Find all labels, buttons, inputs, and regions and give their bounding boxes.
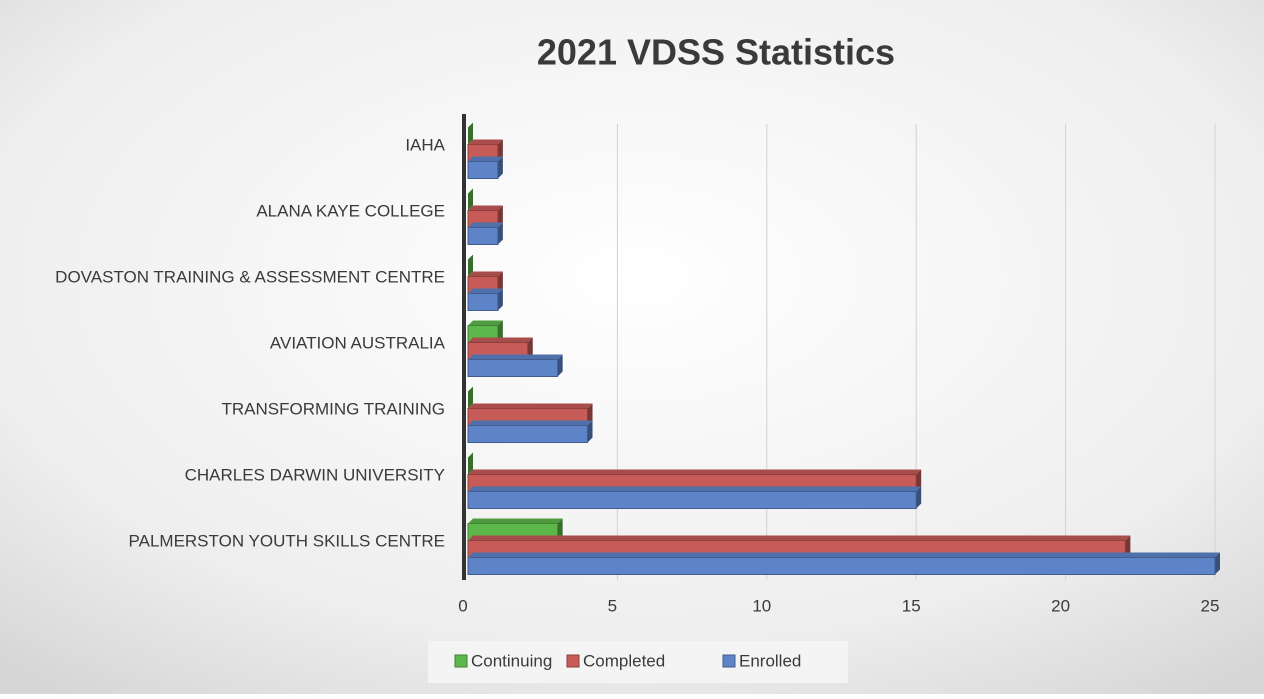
bar-top xyxy=(468,518,563,524)
bar-side xyxy=(1125,535,1131,558)
legend-swatch xyxy=(454,654,468,668)
x-tick-label: 0 xyxy=(458,596,467,615)
bar-top xyxy=(468,222,503,228)
bar-side xyxy=(497,139,503,162)
bar-side xyxy=(468,386,473,409)
bar-side xyxy=(497,156,503,179)
bar-top xyxy=(468,552,1220,558)
bar-side xyxy=(587,403,593,426)
legend-swatch xyxy=(566,654,580,668)
bar-side xyxy=(468,122,473,145)
bar xyxy=(467,293,499,311)
bar-side xyxy=(557,354,563,377)
legend-label: Continuing xyxy=(471,651,552,670)
y-tick-label: DOVASTON TRAINING & ASSESSMENT CENTRE xyxy=(55,267,445,286)
y-tick-label: PALMERSTON YOUTH SKILLS CENTRE xyxy=(129,531,445,550)
bar-top xyxy=(468,469,922,475)
bar-side xyxy=(468,188,473,211)
x-tick-label: 20 xyxy=(1051,596,1070,615)
bar xyxy=(467,359,559,377)
bar-side xyxy=(587,420,593,443)
bar xyxy=(467,491,917,509)
bar-top xyxy=(468,288,503,294)
bar-side xyxy=(497,320,503,343)
y-tick-label: ALANA KAYE COLLEGE xyxy=(256,201,445,220)
bar xyxy=(467,227,499,245)
x-tick-label: 15 xyxy=(902,596,921,615)
bar-side xyxy=(497,205,503,228)
legend-swatch xyxy=(722,654,736,668)
bar-side xyxy=(497,271,503,294)
bar-top xyxy=(468,205,503,211)
bar-side xyxy=(1215,552,1220,575)
bar-top xyxy=(468,271,503,277)
bar xyxy=(467,425,589,443)
chart-title: 2021 VDSS Statistics xyxy=(537,32,895,73)
bar-side xyxy=(916,486,922,509)
bar-top xyxy=(468,486,922,492)
bar-side xyxy=(527,337,533,360)
bar-top xyxy=(468,403,593,409)
x-tick-label: 25 xyxy=(1201,596,1220,615)
x-tick-label: 10 xyxy=(752,596,771,615)
bar xyxy=(467,161,499,179)
legend-label: Completed xyxy=(583,651,665,670)
bar-side xyxy=(557,518,563,541)
bar-top xyxy=(468,535,1131,541)
y-tick-label: IAHA xyxy=(405,135,445,154)
bar-side xyxy=(468,452,473,475)
x-tick-label: 5 xyxy=(608,596,617,615)
bar-side xyxy=(497,222,503,245)
bar-top xyxy=(468,156,503,162)
bar-top xyxy=(468,139,503,145)
legend-box xyxy=(428,641,848,683)
bar-top xyxy=(468,337,533,343)
y-tick-label: CHARLES DARWIN UNIVERSITY xyxy=(185,465,445,484)
y-tick-label: TRANSFORMING TRAINING xyxy=(221,399,445,418)
bar-side xyxy=(497,288,503,311)
legend-label: Enrolled xyxy=(739,651,801,670)
bar xyxy=(467,557,1216,575)
bar-side xyxy=(468,254,473,277)
bar-top xyxy=(468,320,503,326)
y-tick-label: AVIATION AUSTRALIA xyxy=(270,333,446,352)
bar-top xyxy=(468,354,563,360)
bar-side xyxy=(916,469,922,492)
bar-top xyxy=(468,420,593,426)
